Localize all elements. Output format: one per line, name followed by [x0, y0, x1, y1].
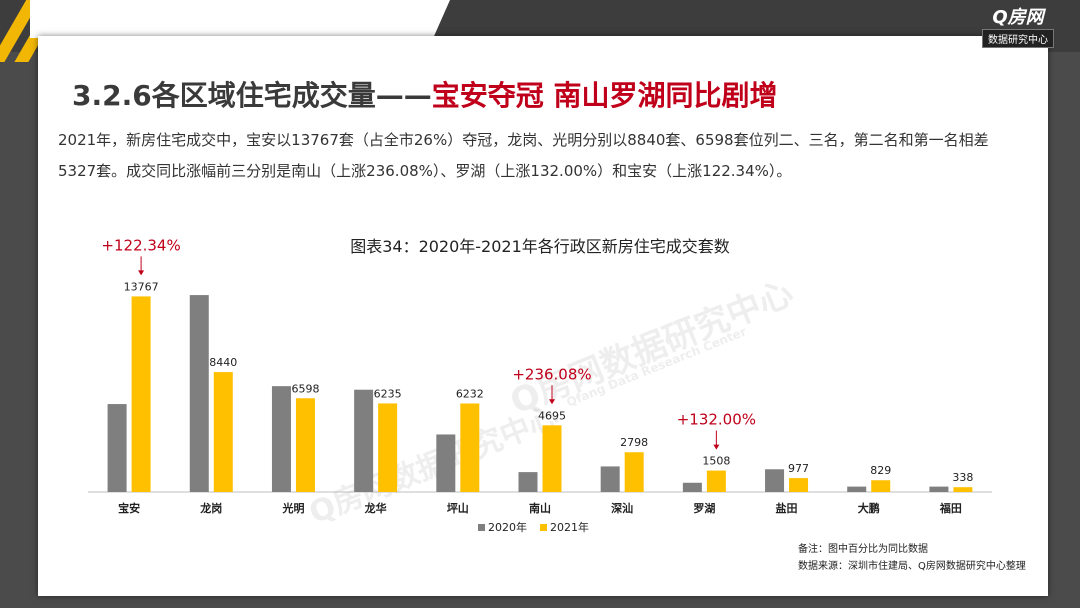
value-label-2021-3: 6235 [374, 387, 402, 400]
bar-2020-2 [271, 386, 291, 492]
bar-2020-6 [600, 466, 620, 492]
category-label-9: 大鹏 [858, 501, 880, 515]
category-label-3: 龙华 [364, 501, 387, 515]
bar-2020-5 [518, 472, 538, 492]
legend-swatch-1 [540, 524, 547, 531]
note-source: 数据来源：深圳市住建局、Q房网数据研究中心整理 [798, 561, 1026, 572]
category-label-2: 光明 [281, 501, 304, 515]
chart-notes: 备注：图中百分比为同比数据 数据来源：深圳市住建局、Q房网数据研究中心整理 [798, 541, 1026, 575]
bar-2020-1 [189, 295, 209, 492]
title-accent: 宝安夺冠 南山罗湖同比剧增 [431, 79, 778, 112]
value-label-2021-7: 1508 [702, 455, 730, 468]
header-tab [30, 0, 450, 38]
bar-2020-3 [354, 389, 374, 492]
growth-annotation-0: +122.34% [101, 236, 180, 254]
bar-2021-9 [871, 480, 891, 492]
bar-2021-3 [378, 403, 398, 492]
value-label-2021-6: 2798 [620, 436, 648, 449]
page-title: 3.2.6各区域住宅成交量——宝安夺冠 南山罗湖同比剧增 [72, 74, 777, 114]
category-label-10: 福田 [939, 501, 962, 515]
bar-2020-7 [682, 482, 702, 492]
annotation-arrow-head-1 [549, 399, 555, 405]
value-label-2021-10: 338 [952, 471, 973, 484]
title-main: 3.2.6各区域住宅成交量—— [72, 79, 432, 112]
bar-2020-4 [436, 434, 456, 492]
bar-2020-8 [765, 469, 785, 492]
value-label-2021-1: 8440 [209, 356, 237, 369]
annotation-arrow-head-0 [138, 270, 145, 276]
bar-2021-8 [789, 478, 809, 492]
value-label-2021-5: 4695 [538, 409, 566, 422]
legend-label-0: 2020年 [488, 520, 527, 534]
value-label-2021-4: 6232 [456, 387, 484, 400]
bar-2021-0 [131, 296, 151, 492]
bar-2020-9 [847, 486, 867, 492]
category-label-1: 龙岗 [199, 501, 222, 515]
category-label-8: 盐田 [776, 501, 798, 515]
bar-2021-7 [706, 470, 726, 492]
value-label-2021-8: 977 [788, 462, 809, 475]
logo-brand: Q房网 [992, 7, 1044, 28]
growth-annotation-2: +132.00% [677, 411, 756, 429]
category-label-7: 罗湖 [693, 501, 715, 515]
growth-annotation-1: +236.08% [512, 365, 591, 383]
note-remark: 备注：图中百分比为同比数据 [798, 544, 928, 555]
category-label-5: 南山 [529, 501, 551, 515]
category-label-6: 深汕 [611, 501, 633, 515]
value-label-2021-2: 6598 [291, 382, 319, 395]
brand-logo: Q房网 数据研究中心 [970, 8, 1066, 50]
description-text: 2021年，新房住宅成交中，宝安以13767套（占全市26%）夺冠，龙岗、光明分… [58, 131, 989, 180]
legend-label-1: 2021年 [550, 520, 589, 534]
bar-2021-4 [460, 403, 480, 492]
bar-2020-0 [107, 404, 127, 492]
category-label-4: 坪山 [447, 501, 469, 515]
bar-2021-10 [953, 487, 973, 492]
category-label-0: 宝安 [118, 501, 140, 515]
legend-swatch-0 [478, 524, 485, 531]
bar-2021-1 [213, 372, 233, 492]
bar-2021-2 [295, 398, 315, 492]
value-label-2021-9: 829 [870, 464, 891, 477]
bar-2021-6 [624, 452, 644, 492]
chart-title: 图表34：2020年-2021年各行政区新房住宅成交套数 [350, 237, 730, 256]
bar-2020-10 [929, 486, 949, 492]
bar-2021-5 [542, 425, 562, 492]
value-label-2021-0: 13767 [124, 280, 159, 293]
logo-subtitle: 数据研究中心 [982, 29, 1054, 48]
annotation-arrow-head-2 [713, 444, 720, 450]
